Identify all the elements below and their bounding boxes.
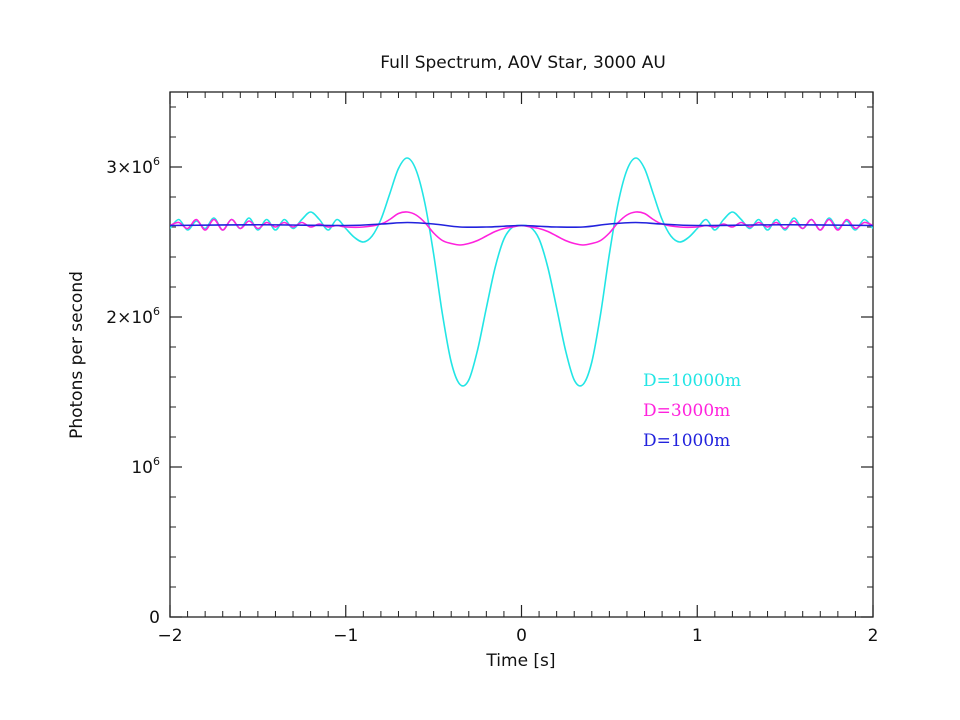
chart-title: Full Spectrum, A0V Star, 3000 AU (380, 53, 666, 73)
x-tick-label: −2 (157, 626, 182, 646)
legend-label-2: D=3000m (643, 401, 730, 421)
y-tick-labels: 0 106 2×106 3×106 (106, 155, 160, 628)
x-tick-label: −1 (333, 626, 358, 646)
series-line-2 (170, 211, 873, 246)
x-axis-label: Time [s] (485, 651, 555, 671)
major-ticks (169, 92, 874, 618)
x-tick-label: 2 (868, 626, 879, 646)
x-tick-label: 1 (692, 626, 703, 646)
legend: D=10000m D=3000m D=1000m (643, 371, 741, 451)
y-tick-label: 3×106 (106, 155, 160, 178)
minor-ticks (170, 92, 873, 617)
y-tick-label: 0 (149, 608, 160, 628)
series-line-1 (170, 157, 873, 387)
y-axis-label: Photons per second (67, 271, 87, 439)
plot-frame (169, 91, 874, 618)
x-tick-labels: −2 −1 0 1 2 (157, 626, 878, 646)
legend-label-1: D=10000m (643, 371, 741, 391)
y-tick-label: 2×106 (106, 305, 160, 328)
legend-label-3: D=1000m (643, 431, 730, 451)
x-tick-label: 0 (516, 626, 527, 646)
y-tick-label: 106 (131, 455, 160, 478)
series-lines (170, 157, 873, 387)
series-line-3 (170, 221, 873, 229)
